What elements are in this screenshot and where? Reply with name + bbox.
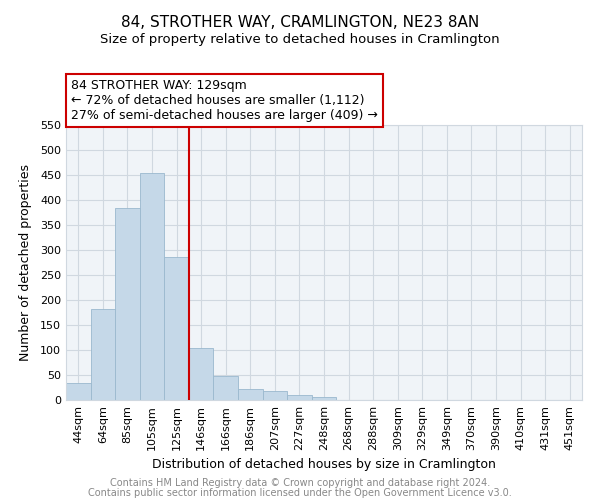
Text: 84, STROTHER WAY, CRAMLINGTON, NE23 8AN: 84, STROTHER WAY, CRAMLINGTON, NE23 8AN — [121, 15, 479, 30]
X-axis label: Distribution of detached houses by size in Cramlington: Distribution of detached houses by size … — [152, 458, 496, 471]
Bar — [164, 256, 189, 400]
Bar — [189, 348, 214, 400]
Text: 84 STROTHER WAY: 129sqm
← 72% of detached houses are smaller (1,112)
27% of semi: 84 STROTHER WAY: 129sqm ← 72% of detache… — [71, 79, 378, 122]
Text: Size of property relative to detached houses in Cramlington: Size of property relative to detached ho… — [100, 32, 500, 46]
Y-axis label: Number of detached properties: Number of detached properties — [19, 164, 32, 361]
Bar — [287, 395, 312, 400]
Bar — [115, 208, 140, 400]
Bar — [238, 389, 263, 400]
Bar — [140, 172, 164, 400]
Bar — [214, 376, 238, 400]
Bar — [91, 309, 115, 400]
Bar — [66, 382, 91, 400]
Bar — [263, 391, 287, 400]
Text: Contains HM Land Registry data © Crown copyright and database right 2024.: Contains HM Land Registry data © Crown c… — [110, 478, 490, 488]
Text: Contains public sector information licensed under the Open Government Licence v3: Contains public sector information licen… — [88, 488, 512, 498]
Bar — [312, 396, 336, 400]
